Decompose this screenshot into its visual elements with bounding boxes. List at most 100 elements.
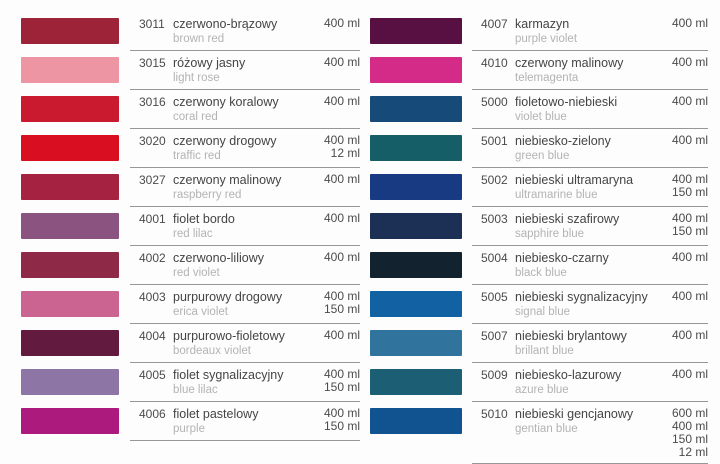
- color-row: 5005 niebieski sygnalizacyjny signal blu…: [368, 285, 720, 324]
- volume-label: 400 ml: [323, 367, 360, 381]
- color-info: 5007 niebieski brylantowy brillant blue …: [472, 324, 708, 363]
- color-swatch: [21, 213, 119, 239]
- color-code: 5007: [481, 329, 508, 343]
- color-name-polish: czerwono-brązowy: [173, 17, 278, 31]
- color-names: czerwony koralowy coral red: [173, 95, 324, 124]
- volume-list: 400 ml: [324, 95, 360, 108]
- color-code: 3011: [139, 17, 165, 31]
- color-code: 3020: [139, 134, 166, 148]
- color-info: 5000 fioletowo-niebieski violet blue 400…: [472, 90, 708, 129]
- color-names: czerwony drogowy traffic red: [173, 134, 324, 163]
- color-row: 5000 fioletowo-niebieski violet blue 400…: [368, 90, 720, 129]
- color-name-english: ultramarine blue: [515, 188, 598, 201]
- volume-list: 400 ml: [672, 368, 708, 381]
- color-name-polish: fiolet pastelowy: [173, 407, 259, 421]
- color-swatch: [21, 174, 119, 200]
- color-swatch: [370, 330, 462, 356]
- color-info: 4002 czerwono-liliowy red violet 400 ml: [130, 246, 360, 285]
- volume-label: 400 ml: [323, 55, 360, 69]
- color-row: 5002 niebieski ultramaryna ultramarine b…: [368, 168, 720, 207]
- volume-list: 400 ml: [672, 329, 708, 342]
- volume-label: 150 ml: [671, 432, 708, 446]
- color-swatch: [21, 252, 119, 278]
- volume-label: 600 ml: [671, 406, 708, 420]
- color-row: 3015 różowy jasny light rose 400 ml: [0, 51, 368, 90]
- volume-list: 400 ml: [672, 290, 708, 303]
- color-info: 5005 niebieski sygnalizacyjny signal blu…: [472, 285, 708, 324]
- color-code: 4007: [481, 17, 508, 31]
- color-swatch: [21, 408, 119, 434]
- color-row: 5009 niebiesko-lazurowy azure blue 400 m…: [368, 363, 720, 402]
- color-name-english: brown red: [173, 32, 225, 45]
- color-name-english: violet blue: [515, 110, 567, 123]
- color-name-english: gentian blue: [515, 422, 578, 435]
- color-name-polish: fiolet sygnalizacyjny: [173, 368, 284, 382]
- color-names: fiolet sygnalizacyjny blue lilac: [173, 368, 324, 397]
- volume-label: 150 ml: [323, 419, 360, 433]
- volume-list: 400 ml 150 ml: [672, 212, 708, 238]
- color-name-polish: niebiesko-lazurowy: [515, 368, 622, 382]
- volume-label: 150 ml: [671, 224, 708, 238]
- color-name-polish: niebieski sygnalizacyjny: [515, 290, 648, 304]
- color-info: 3020 czerwony drogowy traffic red 400 ml…: [130, 129, 360, 168]
- color-name-polish: czerwono-liliowy: [173, 251, 264, 265]
- color-info: 3015 różowy jasny light rose 400 ml: [130, 51, 360, 90]
- color-info: 4003 purpurowy drogowy erica violet 400 …: [130, 285, 360, 324]
- color-names: niebieski gencjanowy gentian blue: [515, 407, 672, 436]
- color-info: 5002 niebieski ultramaryna ultramarine b…: [472, 168, 708, 207]
- color-code: 4003: [139, 290, 166, 304]
- color-names: różowy jasny light rose: [173, 56, 324, 85]
- color-names: czerwony malinowy telemagenta: [515, 56, 672, 85]
- color-name-polish: niebieski gencjanowy: [515, 407, 634, 421]
- volume-list: 400 ml: [672, 17, 708, 30]
- color-name-english: raspberry red: [173, 188, 242, 201]
- volume-list: 400 ml 150 ml: [672, 173, 708, 199]
- color-name-english: erica violet: [173, 305, 228, 318]
- volume-label: 400 ml: [323, 328, 360, 342]
- color-names: czerwono-liliowy red violet: [173, 251, 324, 280]
- volume-list: 400 ml 150 ml: [324, 368, 360, 394]
- color-row: 5001 niebiesko-zielony green blue 400 ml: [368, 129, 720, 168]
- volume-label: 400 ml: [323, 94, 360, 108]
- color-names: czerwono-brązowy brown red: [173, 17, 324, 46]
- color-swatch: [21, 369, 119, 395]
- volume-list: 600 ml 400 ml 150 ml 12 ml: [672, 407, 708, 459]
- color-code: 4010: [481, 56, 508, 70]
- color-code: 3016: [139, 95, 166, 109]
- color-name-polish: czerwony malinowy: [173, 173, 282, 187]
- color-names: niebiesko-zielony green blue: [515, 134, 672, 163]
- volume-label: 400 ml: [323, 16, 360, 30]
- color-row: 4006 fiolet pastelowy purple 400 ml 150 m…: [0, 402, 368, 441]
- color-code: 5010: [481, 407, 508, 421]
- color-name-polish: fioletowo-niebieski: [515, 95, 618, 109]
- color-names: purpurowy drogowy erica violet: [173, 290, 324, 319]
- color-info: 5003 niebieski szafirowy sapphire blue 4…: [472, 207, 708, 246]
- color-code: 5004: [481, 251, 508, 265]
- color-swatch: [21, 135, 119, 161]
- volume-label: 400 ml: [671, 172, 708, 186]
- volume-label: 12 ml: [678, 445, 708, 459]
- color-swatch: [370, 135, 462, 161]
- color-row: 3027 czerwony malinowy raspberry red 400…: [0, 168, 368, 207]
- color-swatch: [370, 252, 462, 278]
- color-names: niebieski brylantowy brillant blue: [515, 329, 672, 358]
- volume-label: 400 ml: [671, 133, 708, 147]
- color-name-english: telemagenta: [515, 71, 579, 84]
- color-name-english: red lilac: [173, 227, 213, 240]
- color-code: 4002: [139, 251, 166, 265]
- color-name-polish: niebiesko-zielony: [515, 134, 611, 148]
- volume-list: 400 ml: [324, 17, 360, 30]
- color-info: 3016 czerwony koralowy coral red 400 ml: [130, 90, 360, 129]
- color-row: 3016 czerwony koralowy coral red 400 ml: [0, 90, 368, 129]
- color-code: 4006: [139, 407, 166, 421]
- color-row: 5007 niebieski brylantowy brillant blue …: [368, 324, 720, 363]
- color-name-english: light rose: [173, 71, 220, 84]
- color-name-english: traffic red: [173, 149, 221, 162]
- volume-label: 150 ml: [323, 380, 360, 394]
- color-name-english: brillant blue: [515, 344, 574, 357]
- color-code: 5000: [481, 95, 508, 109]
- color-name-polish: karmazyn: [515, 17, 570, 31]
- volume-label: 400 ml: [671, 328, 708, 342]
- color-names: fioletowo-niebieski violet blue: [515, 95, 672, 124]
